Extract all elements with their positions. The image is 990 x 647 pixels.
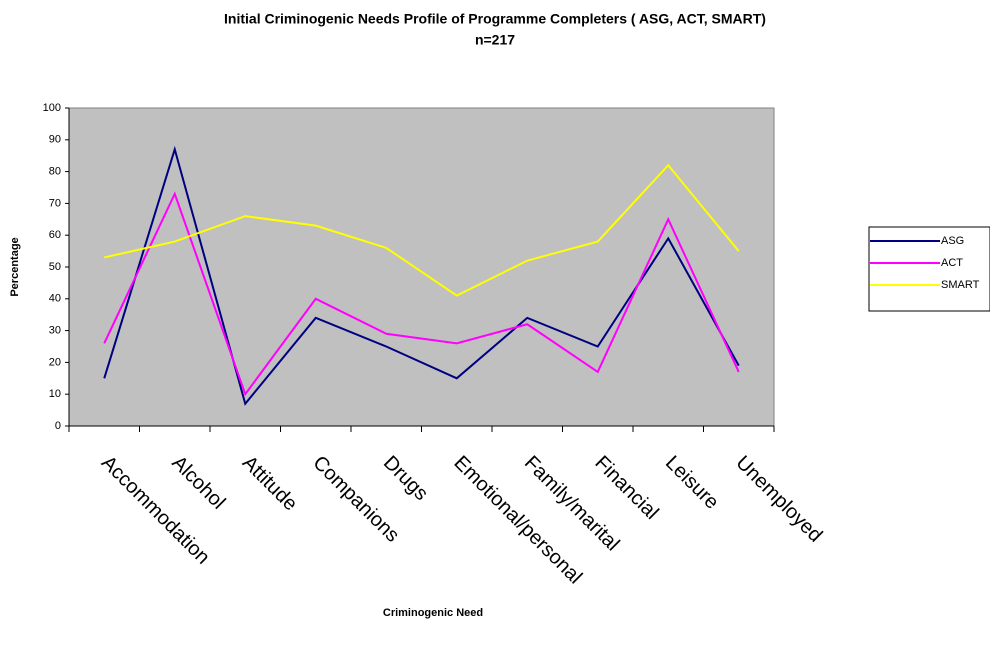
y-tick-label: 80 [49, 166, 61, 178]
chart-title: Initial Criminogenic Needs Profile of Pr… [224, 11, 766, 27]
y-tick-label: 40 [49, 293, 61, 305]
x-tick-label: Drugs [379, 452, 432, 505]
y-tick-label: 70 [49, 197, 61, 209]
legend-label: ACT [941, 257, 963, 269]
x-tick-label: Unemployed [731, 452, 826, 547]
legend-label: SMART [941, 279, 980, 291]
x-tick-label: Alcohol [167, 452, 229, 514]
x-tick-label: Attitude [238, 452, 302, 516]
y-tick-label: 50 [49, 261, 61, 273]
y-tick-label: 60 [49, 229, 61, 241]
series-line [103, 145, 740, 406]
series-line [104, 163, 740, 297]
chart-subtitle: n=217 [475, 32, 515, 48]
plot-area [68, 107, 775, 427]
y-tick-label: 10 [49, 388, 61, 400]
y-tick-label: 20 [49, 356, 61, 368]
y-tick-label: 30 [49, 325, 61, 337]
x-tick-label: Leisure [661, 452, 723, 514]
x-tick-label: Financial [590, 452, 662, 524]
series-line [103, 191, 740, 397]
x-tick-label: Emotional/personal [449, 452, 586, 589]
y-tick-label: 0 [55, 420, 61, 432]
y-tick-label: 100 [43, 102, 61, 114]
x-axis-label: Criminogenic Need [383, 607, 483, 619]
y-axis-label: Percentage [9, 237, 21, 296]
y-tick-label: 90 [49, 134, 61, 146]
legend-label: ASG [941, 235, 964, 247]
legend-box [868, 226, 990, 312]
